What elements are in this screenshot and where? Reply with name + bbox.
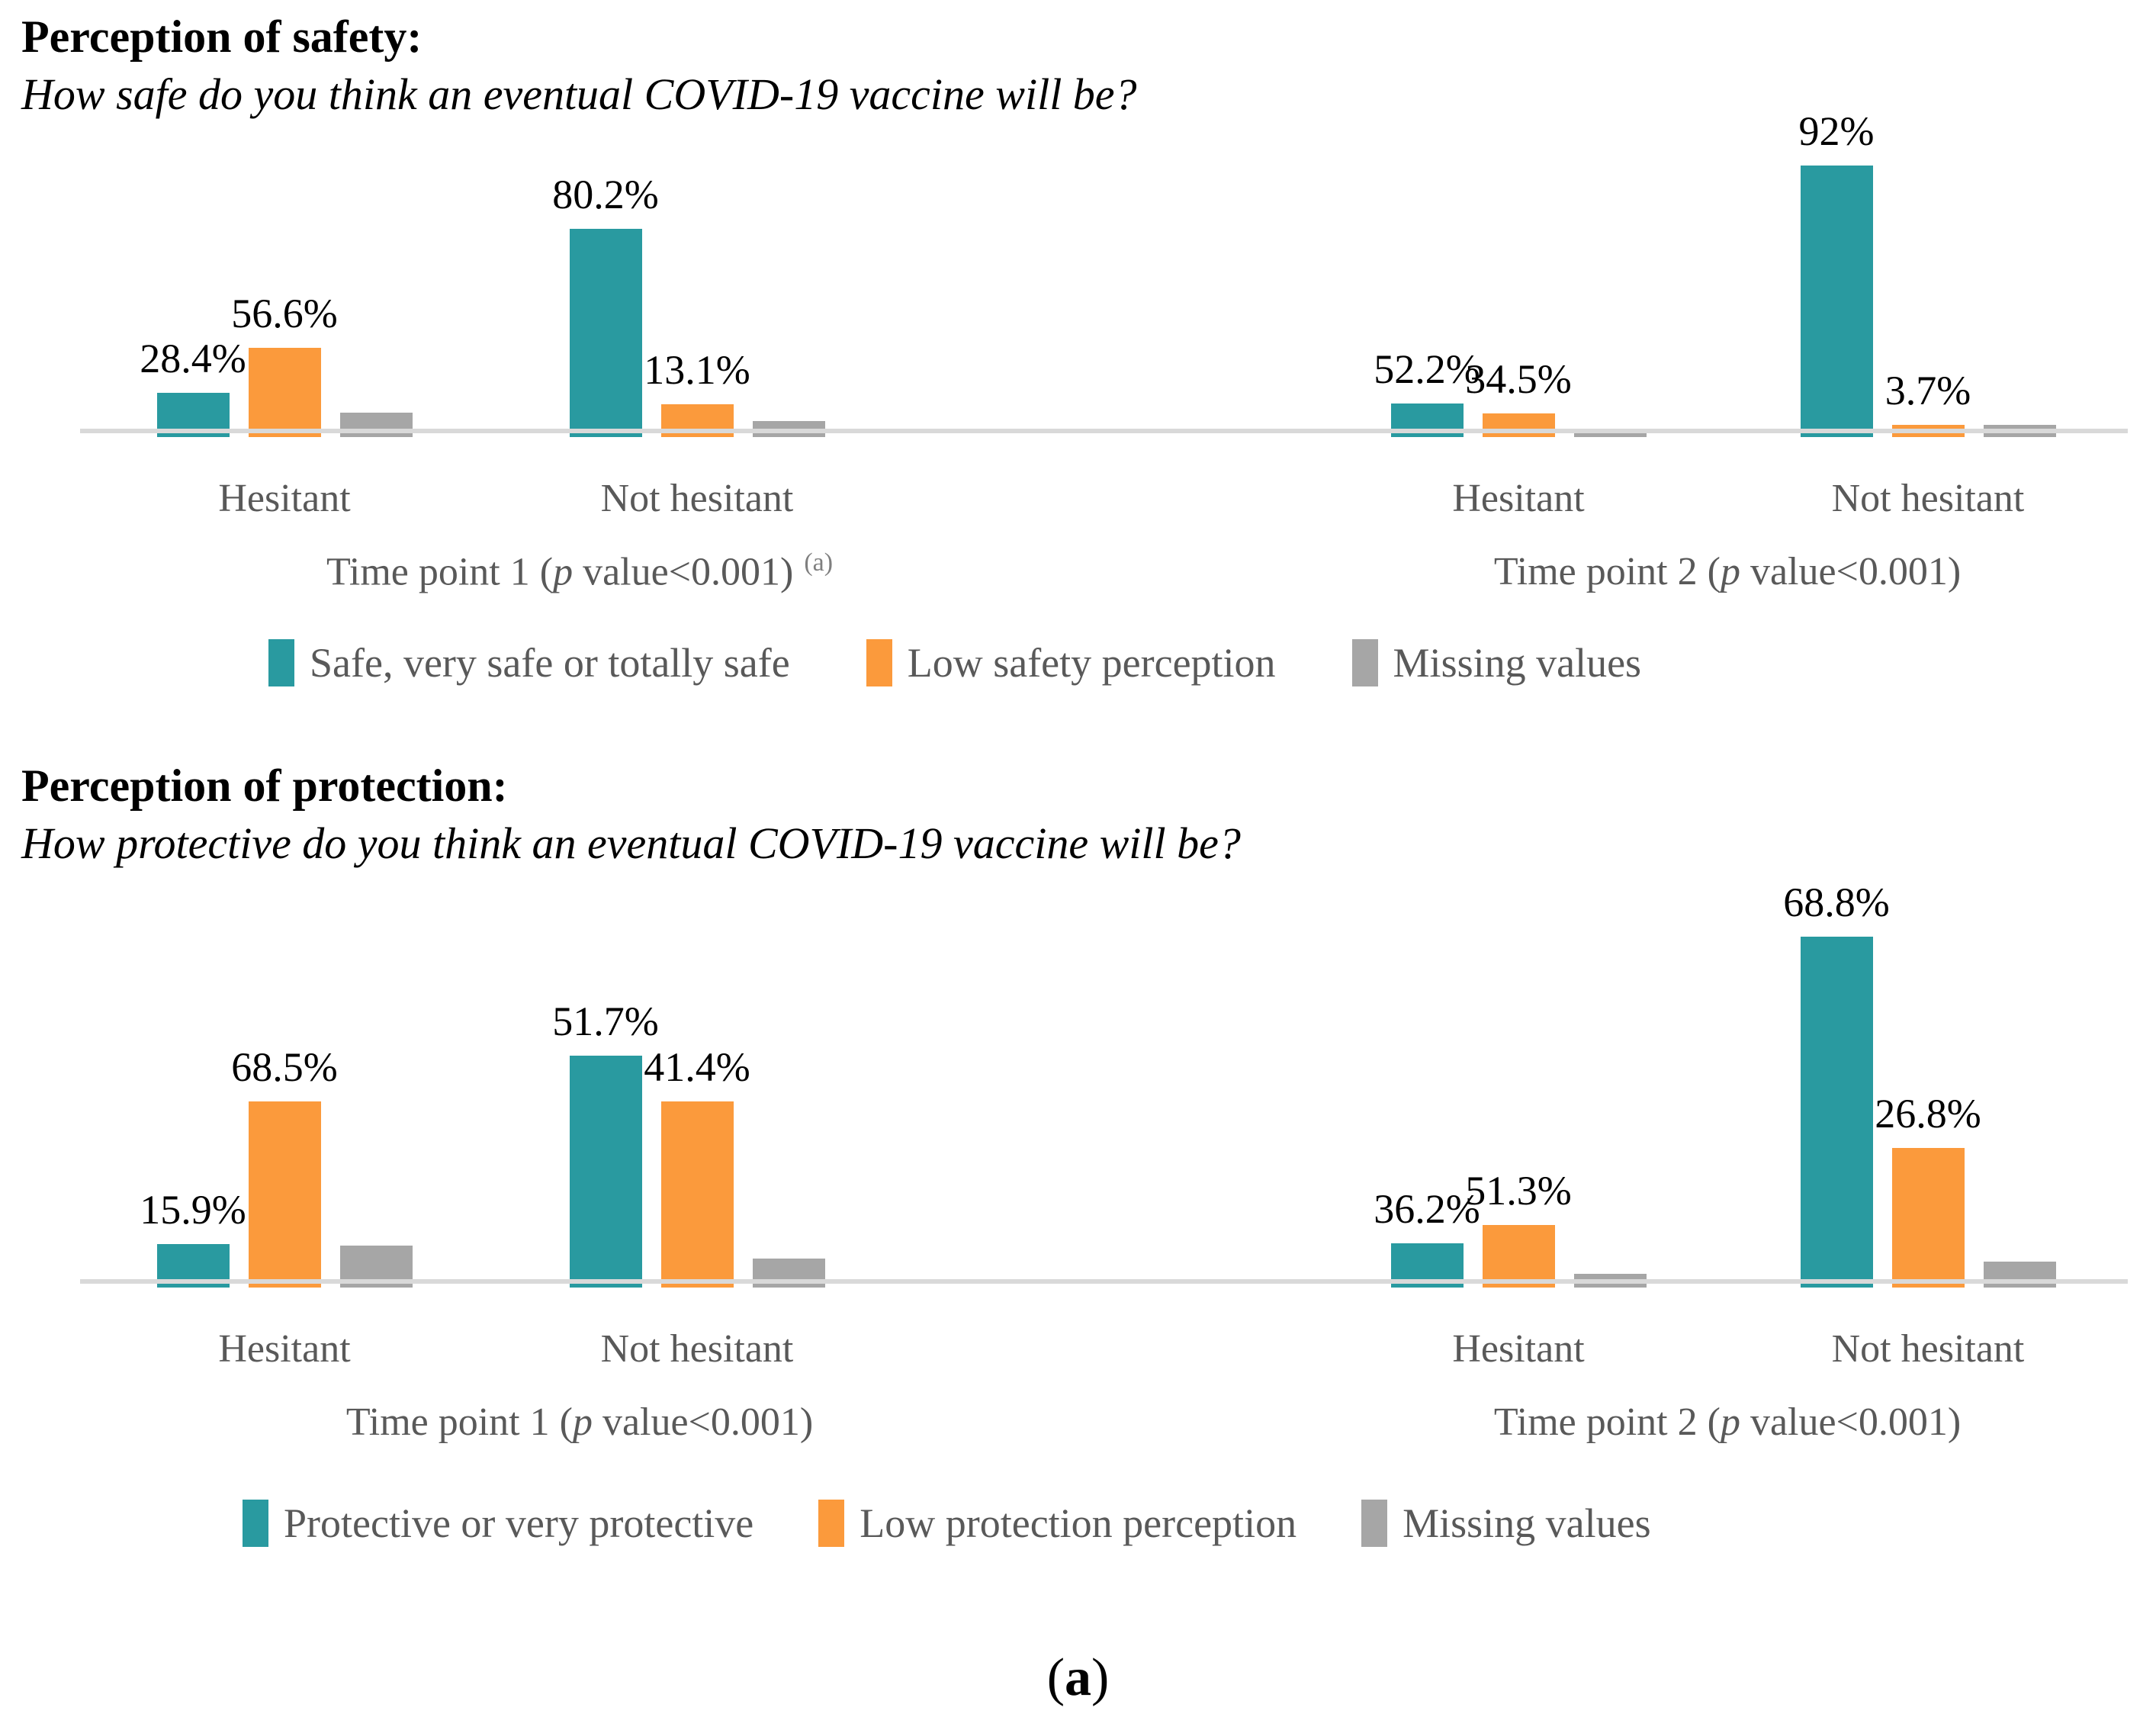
protection-legend: Protective or very protective Low protect…	[0, 1500, 2156, 1547]
legend-swatch-icon	[818, 1500, 845, 1547]
legend-item-missing-values: Missing values	[1361, 1500, 1651, 1547]
category-label: Not hesitant	[1831, 477, 2025, 520]
category-label: Not hesitant	[1831, 1327, 2025, 1371]
x-axis-line	[80, 429, 2128, 433]
protection-chart-subtitle: How protective do you think an eventual …	[21, 818, 1241, 868]
missing-values-bar	[1573, 429, 1647, 437]
time-point-axis-title: Time point 2 (p value<0.001)	[1493, 550, 1962, 593]
bar-group-time-point-2-hesitant: 36.2% 51.3%	[1374, 1168, 1647, 1288]
safety-legend: Safe, very safe or totally safe Low safet…	[0, 639, 2156, 686]
footnote-superscript: (a)	[804, 548, 834, 577]
caption-close-paren: )	[1091, 1648, 1110, 1707]
legend-item-low-protection-perception: Low protection perception	[818, 1500, 1296, 1547]
bar-group-time-point-1-not-hesitant: 80.2% 13.1%	[552, 172, 825, 437]
low-protection-perception-bar: 26.8%	[1875, 1091, 1981, 1288]
protective-or-very-protective-bar: 68.8%	[1783, 879, 1890, 1288]
time-point-axis-title: Time point 1 (p value<0.001) (a)	[326, 548, 834, 593]
low-protection-perception-bar: 51.3%	[1465, 1168, 1572, 1288]
legend-label: Safe, very safe or totally safe	[310, 640, 790, 686]
bar-group-time-point-2-not-hesitant: 68.8% 26.8%	[1783, 879, 2056, 1288]
legend-label: Missing values	[1393, 640, 1642, 686]
legend-swatch-icon	[1361, 1500, 1388, 1547]
safety-chart-title: Perception of safety:	[21, 11, 423, 62]
legend-label: Low safety perception	[907, 640, 1276, 686]
bar-group-time-point-1-hesitant: 28.4% 56.6%	[140, 291, 413, 437]
protection-chart-title: Perception of protection:	[21, 760, 508, 811]
category-label: Not hesitant	[600, 1327, 794, 1371]
category-label: Hesitant	[218, 1327, 351, 1371]
category-label: Hesitant	[1452, 477, 1585, 520]
legend-label: Protective or very protective	[284, 1500, 754, 1546]
legend-swatch-icon	[268, 639, 294, 686]
bar-value-label: 68.5%	[231, 1044, 338, 1090]
low-protection-perception-bar: 41.4%	[644, 1044, 750, 1288]
protective-or-very-protective-bar: 51.7%	[552, 998, 659, 1288]
caption-open-paren: (	[1046, 1648, 1065, 1707]
bar-value-label: 26.8%	[1875, 1091, 1981, 1137]
protection-plot-area: 15.9% 68.5% Hesitant 51.7% 41.4% Not hesitant…	[0, 870, 2156, 1444]
bar-group-time-point-2-hesitant: 52.2% 34.5%	[1374, 346, 1647, 437]
caption-letter: a	[1065, 1648, 1091, 1707]
safe-very-safe-or-totally-safe-bar: 92%	[1799, 108, 1874, 437]
legend-item-safe-very-safe-or-totally-safe: Safe, very safe or totally safe	[268, 639, 790, 686]
figure-caption: (a)	[0, 1648, 2156, 1709]
low-safety-perception-bar: 34.5%	[1465, 356, 1572, 437]
category-label: Not hesitant	[600, 477, 794, 520]
safety-plot-area: 28.4% 56.6% Hesitant 80.2% 13.1% Not hesitant…	[0, 107, 2156, 593]
legend-swatch-icon	[866, 639, 892, 686]
bar-group-time-point-1-hesitant: 15.9% 68.5%	[140, 1044, 413, 1288]
bar-value-label: 28.4%	[140, 336, 246, 381]
category-label: Hesitant	[1452, 1327, 1585, 1371]
bar-value-label: 34.5%	[1465, 356, 1572, 402]
legend-swatch-icon	[1351, 639, 1378, 686]
legend-item-protective-or-very-protective: Protective or very protective	[243, 1500, 753, 1547]
legend-label: Missing values	[1403, 1500, 1651, 1546]
bar-value-label: 13.1%	[644, 347, 750, 393]
bar-group-time-point-2-not-hesitant: 92% 3.7%	[1799, 108, 2056, 437]
bar-value-label: 68.8%	[1783, 879, 1890, 925]
safe-very-safe-or-totally-safe-bar: 28.4%	[140, 336, 246, 437]
bar-value-label: 36.2%	[1374, 1186, 1480, 1232]
time-point-axis-title: Time point 1 (p value<0.001)	[345, 1400, 814, 1444]
legend-swatch-icon	[243, 1500, 268, 1547]
safety-chart-subtitle: How safe do you think an eventual COVID-…	[21, 69, 1137, 119]
bar-value-label: 3.7%	[1884, 368, 1971, 413]
x-axis-line	[80, 1279, 2128, 1284]
bar-value-label: 15.9%	[140, 1187, 246, 1233]
safe-very-safe-or-totally-safe-bar: 52.2%	[1374, 346, 1480, 437]
legend-item-low-safety-perception: Low safety perception	[866, 639, 1276, 686]
low-safety-perception-bar: 3.7%	[1885, 368, 1971, 437]
safe-very-safe-or-totally-safe-bar: 80.2%	[552, 172, 659, 437]
time-point-axis-title: Time point 2 (p value<0.001)	[1493, 1400, 1962, 1444]
bar-value-label: 51.3%	[1465, 1168, 1572, 1214]
bar-value-label: 51.7%	[552, 998, 659, 1044]
category-label: Hesitant	[218, 477, 351, 520]
low-safety-perception-bar: 56.6%	[231, 291, 338, 437]
bar-value-label: 80.2%	[552, 172, 659, 217]
bar-group-time-point-1-not-hesitant: 51.7% 41.4%	[552, 998, 825, 1288]
legend-label: Low protection perception	[860, 1500, 1297, 1546]
bar-value-label: 92%	[1798, 108, 1875, 154]
legend-item-missing-values: Missing values	[1351, 639, 1642, 686]
bar-value-label: 56.6%	[231, 291, 338, 336]
low-protection-perception-bar: 68.5%	[231, 1044, 338, 1288]
bar-value-label: 52.2%	[1374, 346, 1480, 392]
bar-value-label: 41.4%	[644, 1044, 750, 1090]
missing-values-bar	[339, 413, 413, 437]
